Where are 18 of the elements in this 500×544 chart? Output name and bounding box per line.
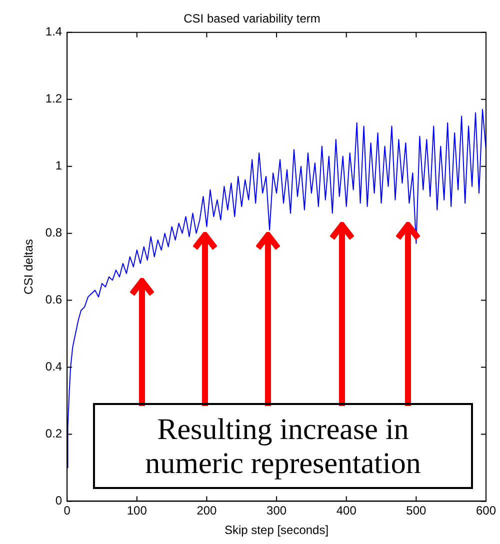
y-tick-label: 0.4 [45, 360, 62, 374]
annotation: Resulting increase in numeric representation [93, 403, 473, 489]
y-tick-label: 0.2 [45, 426, 62, 441]
y-tick-label: 1.4 [45, 24, 62, 39]
y-tick-label: 1.2 [45, 92, 62, 106]
y-tick-label: 0.6 [45, 292, 62, 307]
x-tick-label: 100 [126, 504, 148, 518]
y-tick-label: 0 [55, 494, 62, 508]
x-tick-label: 200 [196, 504, 218, 518]
x-tick-label: 300 [266, 504, 287, 518]
chart-title: CSI based variability term [184, 12, 320, 26]
x-axis-title: Skip step [seconds] [224, 523, 329, 538]
y-axis-title: CSI deltas [22, 239, 36, 294]
x-tick-label: 600 [476, 504, 496, 518]
y-tick-label: 1 [55, 158, 62, 173]
x-tick-label: 400 [336, 504, 357, 518]
y-tick-label: 0.8 [45, 226, 62, 240]
x-tick-label: 500 [406, 504, 427, 518]
